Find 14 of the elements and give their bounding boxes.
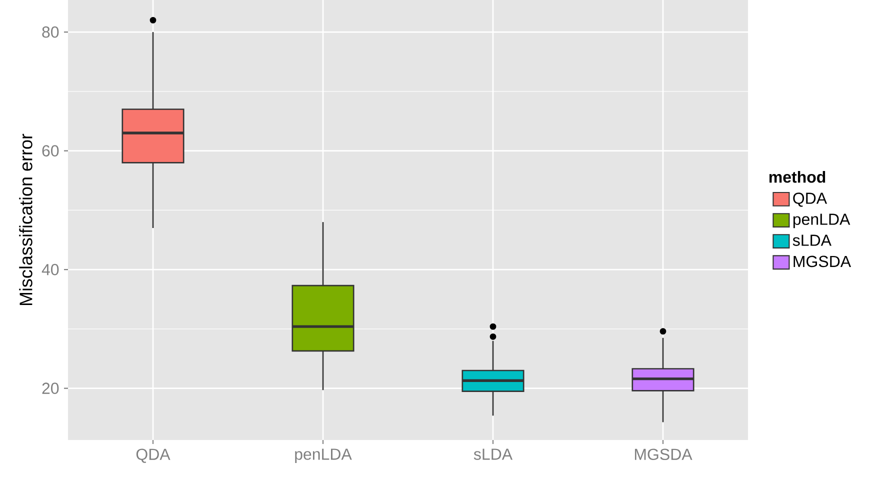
legend-title: method	[769, 171, 826, 183]
y-tick-label: 20	[42, 382, 59, 394]
x-tick-label: QDA	[136, 448, 170, 463]
y-tick-label: 40	[42, 264, 59, 276]
x-tick-label: MGSDA	[634, 448, 692, 460]
legend-label: penLDA	[793, 214, 850, 228]
legend-label: QDA	[793, 192, 828, 207]
y-tick-label: 80	[42, 26, 59, 38]
y-axis-title: Misclassification error	[19, 134, 32, 306]
legend-label: MGSDA	[794, 256, 852, 268]
legend-label: sLDA	[792, 234, 832, 246]
x-tick-label: penLDA	[295, 448, 352, 464]
x-tick-label: sLDA	[474, 448, 513, 460]
y-tick-label: 60	[42, 145, 59, 156]
